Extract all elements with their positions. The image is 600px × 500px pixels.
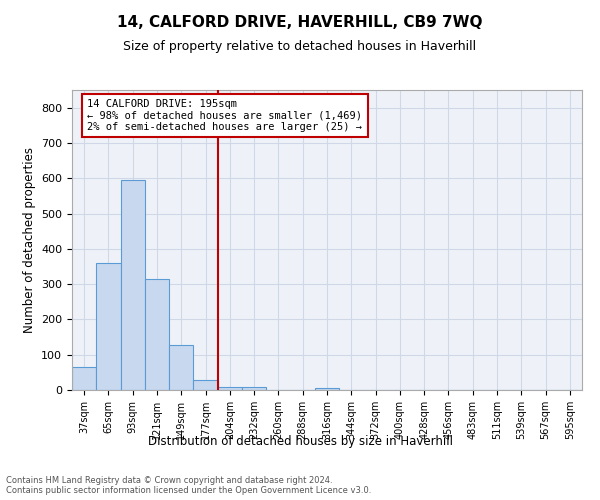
Text: Size of property relative to detached houses in Haverhill: Size of property relative to detached ho… — [124, 40, 476, 53]
Bar — [72, 367, 96, 390]
Bar — [145, 279, 169, 390]
Text: 14 CALFORD DRIVE: 195sqm
← 98% of detached houses are smaller (1,469)
2% of semi: 14 CALFORD DRIVE: 195sqm ← 98% of detach… — [88, 99, 362, 132]
Bar — [193, 380, 218, 390]
Bar — [218, 387, 242, 390]
Text: Contains HM Land Registry data © Crown copyright and database right 2024.
Contai: Contains HM Land Registry data © Crown c… — [6, 476, 371, 495]
Y-axis label: Number of detached properties: Number of detached properties — [23, 147, 35, 333]
Bar — [121, 180, 145, 390]
Bar — [315, 388, 339, 390]
Text: 14, CALFORD DRIVE, HAVERHILL, CB9 7WQ: 14, CALFORD DRIVE, HAVERHILL, CB9 7WQ — [117, 15, 483, 30]
Bar — [169, 345, 193, 390]
Bar — [96, 263, 121, 390]
Text: Distribution of detached houses by size in Haverhill: Distribution of detached houses by size … — [148, 435, 452, 448]
Bar — [242, 387, 266, 390]
